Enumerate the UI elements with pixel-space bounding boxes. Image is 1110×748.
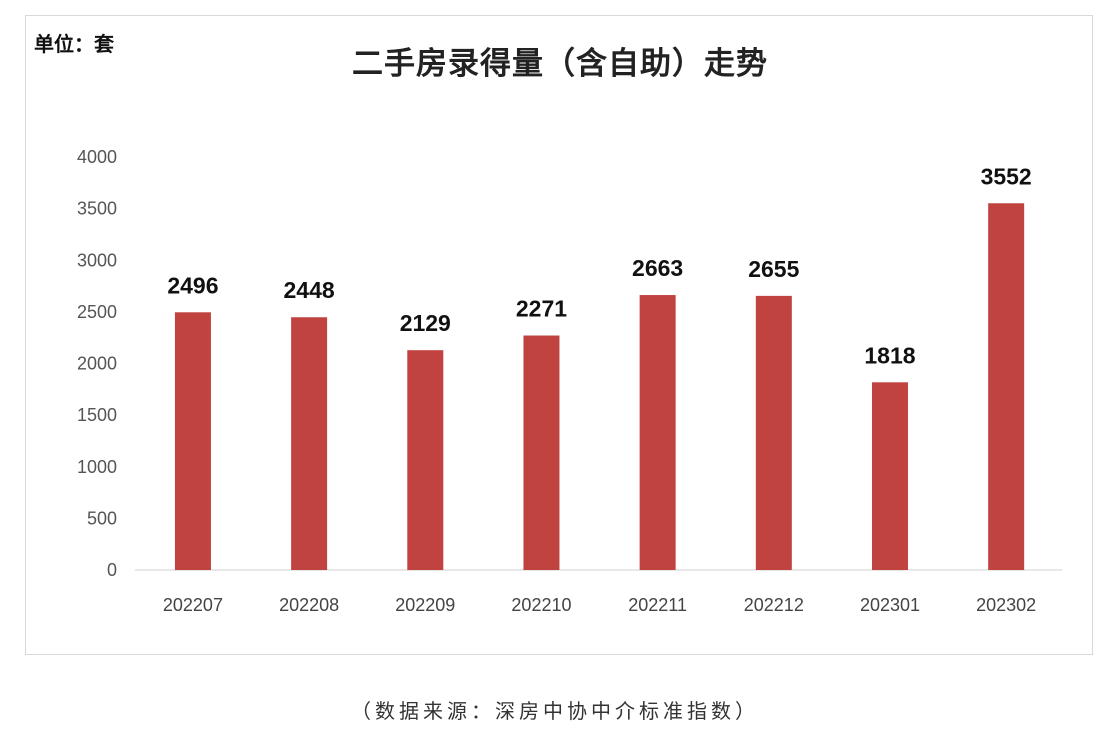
bar-202211: [639, 295, 676, 570]
bar-202212: [755, 295, 792, 570]
chart-frame: [25, 15, 1093, 655]
data-label: 2496: [167, 272, 218, 298]
bar-202209: [407, 350, 444, 570]
y-tick-label: 4000: [77, 147, 117, 167]
x-tick-label: 202302: [976, 595, 1036, 615]
x-tick-label: 202210: [511, 595, 571, 615]
y-tick-label: 0: [107, 560, 117, 580]
y-tick-label: 2500: [77, 302, 117, 322]
bar-202207: [174, 312, 211, 570]
x-tick-label: 202212: [744, 595, 804, 615]
y-tick-label: 1500: [77, 405, 117, 425]
x-tick-label: 202207: [163, 595, 223, 615]
x-tick-label: 202209: [395, 595, 455, 615]
data-label: 3552: [981, 163, 1032, 189]
x-tick-label: 202208: [279, 595, 339, 615]
x-tick-label: 202211: [628, 595, 687, 615]
x-tick-label: 202301: [860, 595, 920, 615]
data-label: 2655: [748, 256, 799, 282]
source-note: （数据来源：深房中协中介标准指数）: [351, 699, 759, 723]
data-label: 2448: [284, 277, 335, 303]
data-label: 1818: [864, 342, 915, 368]
data-label: 2271: [516, 296, 567, 322]
y-tick-label: 1000: [77, 457, 117, 477]
y-tick-label: 3500: [77, 199, 117, 219]
bar-202208: [291, 317, 328, 570]
y-tick-label: 3000: [77, 250, 117, 270]
bar-202210: [523, 335, 560, 570]
data-label: 2663: [632, 255, 683, 281]
y-tick-label: 2000: [77, 354, 117, 374]
bar-202302: [988, 203, 1025, 571]
data-label: 2129: [400, 310, 451, 336]
chart-title: 二手房录得量（含自助）走势: [352, 46, 768, 82]
unit-label: 单位：套: [34, 32, 114, 56]
y-tick-label: 500: [87, 508, 117, 528]
bar-202301: [871, 382, 908, 570]
